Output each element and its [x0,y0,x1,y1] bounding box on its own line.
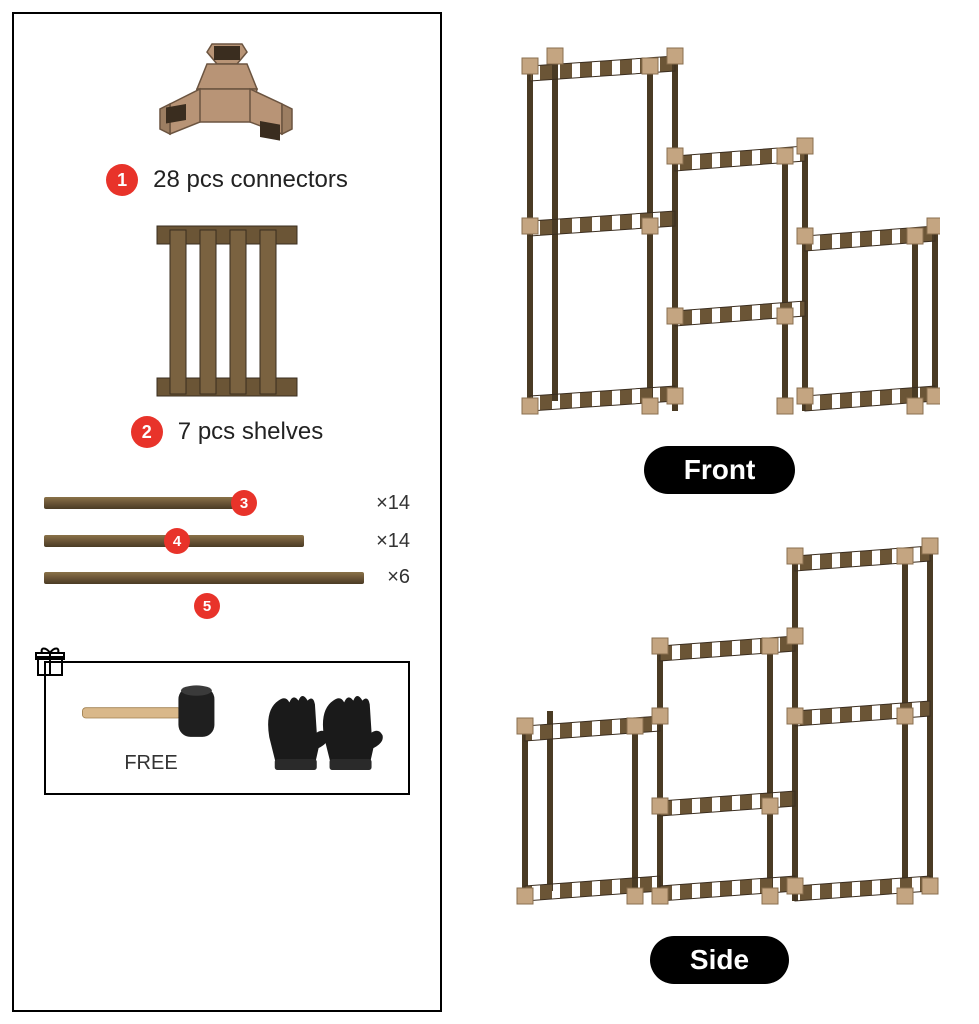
mallet-icon [66,682,236,742]
rods-section: 3 ×14 4 ×14 ×6 5 [44,478,410,631]
rod-3 [44,497,244,509]
connector-illustration [152,34,302,154]
shelves-label: 7 pcs shelves [178,418,323,446]
front-label-pill: Front [644,446,796,494]
rod-row-5: ×6 [44,566,410,589]
badge-2: 2 [131,416,163,448]
views-panel: Front [472,12,967,1012]
connectors-label: 28 pcs connectors [153,166,348,194]
badge-3: 3 [231,490,257,516]
part-connectors: 1 28 pcs connectors [44,34,410,196]
shelf-illustration [142,216,312,406]
gift-icon [34,645,66,679]
rod-row-5-badge: 5 [44,593,410,619]
badge-1: 1 [106,164,138,196]
connectors-label-row: 1 28 pcs connectors [106,164,348,196]
rod-3-qty: ×14 [356,492,410,515]
side-view-section: Side [500,531,940,984]
rod-4-qty: ×14 [356,530,410,553]
free-accessories-box: FREE [44,661,410,795]
rod-5 [44,572,364,584]
rod-row-4: 4 ×14 [44,528,410,554]
gloves-icon [251,678,388,778]
front-view-section: Front [500,41,940,494]
badge-5: 5 [194,593,220,619]
shelves-label-row: 2 7 pcs shelves [131,416,323,448]
parts-panel: 1 28 pcs connectors [12,12,442,1012]
rod-row-3: 3 ×14 [44,490,410,516]
free-label: FREE [124,752,177,775]
part-shelves: 2 7 pcs shelves [44,216,410,448]
side-label-pill: Side [650,936,789,984]
front-view-render [500,41,940,431]
side-view-render [500,531,940,921]
mallet-section: FREE [66,682,236,775]
rod-5-qty: ×6 [367,566,410,589]
badge-4: 4 [164,528,190,554]
main-container: 1 28 pcs connectors [0,0,979,1024]
